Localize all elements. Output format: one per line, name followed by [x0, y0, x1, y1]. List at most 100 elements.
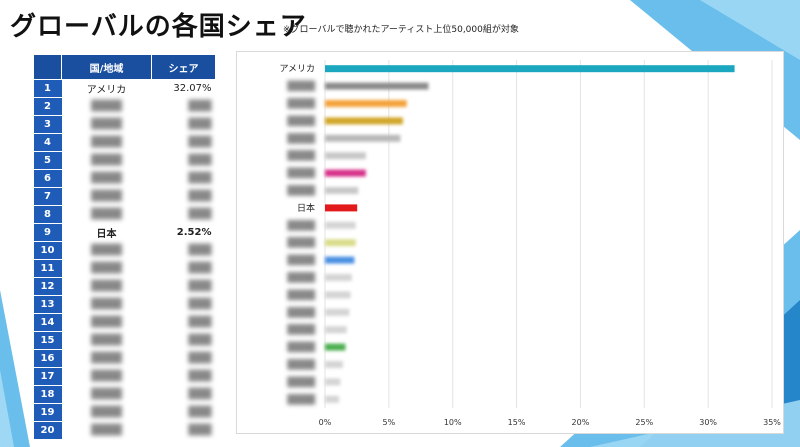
country-cell: ████ [91, 155, 122, 166]
share-cell: ███ [188, 299, 212, 310]
x-tick-label: 0% [319, 418, 332, 427]
country-cell: ████ [91, 425, 122, 436]
share-cell: ███ [188, 191, 212, 202]
bar [325, 343, 346, 351]
table-row: 4 ████ ███ [33, 133, 216, 152]
country-cell: ████ [91, 209, 122, 220]
country-cell: ████ [91, 281, 122, 292]
table-row: 5 ████ ███ [33, 151, 216, 170]
share-header: シェア [151, 54, 216, 80]
share-cell: 2.52% [176, 227, 212, 238]
bar [325, 169, 366, 177]
country-cell: 日本 [96, 229, 117, 240]
share-cell: ███ [188, 335, 212, 346]
country-cell: ████ [91, 371, 122, 382]
share-cell: ███ [188, 119, 212, 130]
bar [325, 117, 403, 125]
rank-cell: 3 [33, 115, 62, 134]
bar [325, 256, 355, 264]
rank-cell: 19 [33, 403, 62, 422]
y-category-label: ████ [286, 167, 316, 179]
share-cell: ███ [188, 425, 212, 436]
bar [325, 274, 352, 281]
rank-cell: 5 [33, 151, 62, 170]
x-tick-label: 5% [383, 418, 396, 427]
rank-cell: 14 [33, 313, 62, 332]
bar [325, 204, 358, 212]
y-category-label: ████ [286, 306, 316, 318]
bar [325, 239, 356, 247]
country-cell: ████ [91, 191, 122, 202]
table-row: 6 ████ ███ [33, 169, 216, 188]
y-category-label: ████ [286, 359, 316, 371]
bar [325, 221, 356, 229]
page-title: グローバルの各国シェア [10, 12, 307, 42]
share-cell: ███ [188, 263, 212, 274]
rank-cell: 9 [33, 223, 62, 242]
country-cell: ████ [91, 101, 122, 112]
bar [325, 378, 341, 386]
country-cell: ████ [91, 389, 122, 400]
x-tick-label: 30% [699, 418, 717, 427]
rank-cell: 11 [33, 259, 62, 278]
table-row: 9 日本 2.52% [33, 223, 216, 242]
y-category-label: ████ [286, 376, 316, 388]
rank-cell: 17 [33, 367, 62, 386]
bar [325, 100, 407, 107]
table-row: 7 ████ ███ [33, 187, 216, 206]
x-tick-label: 15% [508, 418, 526, 427]
share-cell: ███ [188, 209, 212, 220]
bar [325, 291, 351, 299]
table-body: 1 アメリカ 32.07% 2 ████ ███ 3 ████ ███ 4 ████ ███ 5 ████… [33, 79, 216, 440]
rank-cell: 10 [33, 241, 62, 260]
rank-cell: 6 [33, 169, 62, 188]
share-cell: ███ [188, 389, 212, 400]
share-cell: ███ [188, 281, 212, 292]
table-row: 18 ████ ███ [33, 385, 216, 404]
y-category-label: ████ [286, 272, 316, 284]
y-category-label: 日本 [297, 202, 315, 214]
rank-cell: 1 [33, 79, 62, 98]
y-category-label: ████ [286, 289, 316, 301]
x-tick-label: 35% [763, 418, 781, 427]
table-row: 20 ████ ███ [33, 421, 216, 440]
bar [325, 65, 735, 73]
rank-cell: 12 [33, 277, 62, 296]
share-cell: ███ [188, 407, 212, 418]
country-cell: ████ [91, 299, 122, 310]
y-category-label: ████ [286, 98, 316, 110]
table-row: 14 ████ ███ [33, 313, 216, 332]
country-cell: ████ [91, 335, 122, 346]
page-note: ※グローバルで聴かれたアーティスト上位50,000組が対象 [283, 25, 519, 35]
y-category-label: ████ [286, 115, 316, 127]
rank-cell: 16 [33, 349, 62, 368]
y-category-label: ████ [286, 254, 316, 266]
rank-cell: 2 [33, 97, 62, 116]
y-category-label: ████ [286, 80, 316, 92]
y-category-label: アメリカ [279, 64, 315, 75]
table-row: 16 ████ ███ [33, 349, 216, 368]
x-tick-label: 10% [444, 418, 462, 427]
country-header: 国/地域 [61, 54, 152, 80]
country-cell: ████ [91, 245, 122, 256]
share-cell: 32.07% [173, 83, 212, 95]
share-cell: ███ [188, 137, 212, 148]
bar [325, 134, 401, 142]
bar [325, 82, 429, 90]
rank-cell: 13 [33, 295, 62, 314]
rank-cell: 15 [33, 331, 62, 350]
y-category-label: ████ [286, 185, 316, 197]
rank-cell: 4 [33, 133, 62, 152]
country-cell: ████ [91, 317, 122, 328]
table-row: 13 ████ ███ [33, 295, 216, 314]
table-row: 12 ████ ███ [33, 277, 216, 296]
share-cell: ███ [188, 317, 212, 328]
country-cell: ████ [91, 173, 122, 184]
share-cell: ███ [188, 173, 212, 184]
table-row: 11 ████ ███ [33, 259, 216, 278]
share-cell: ███ [188, 101, 212, 112]
country-cell: ████ [91, 119, 122, 130]
country-cell: ████ [91, 263, 122, 274]
y-category-label: ████ [286, 393, 316, 405]
table-row: 3 ████ ███ [33, 115, 216, 134]
